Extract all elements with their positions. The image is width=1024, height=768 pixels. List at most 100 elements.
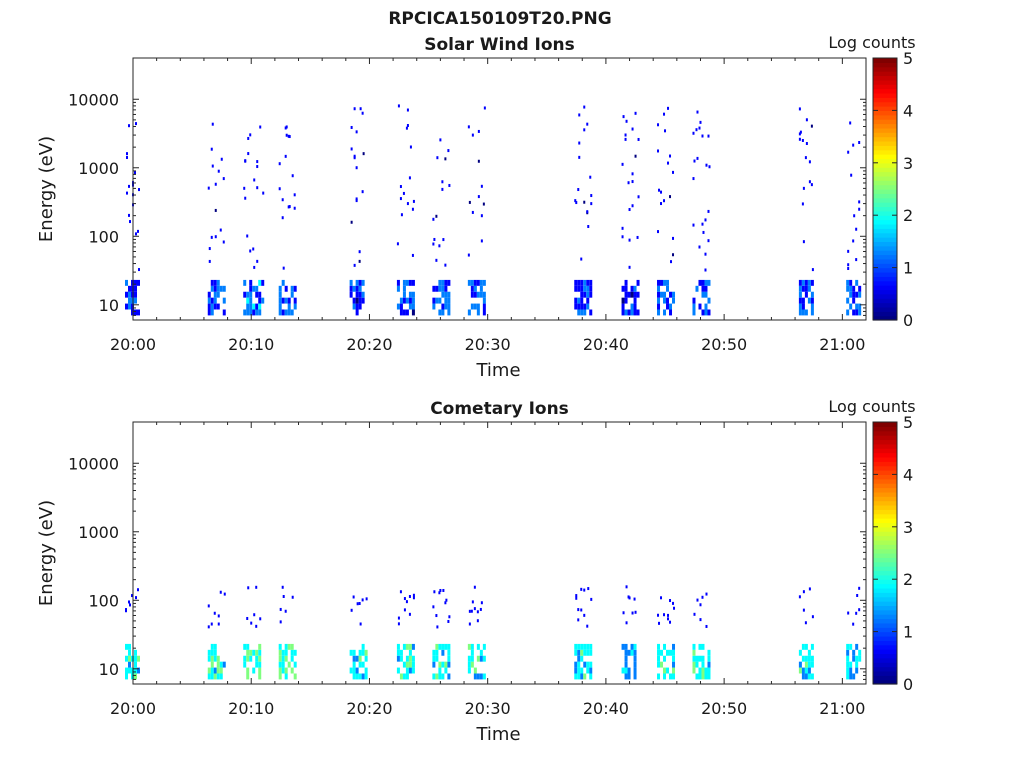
colorbar-segment <box>873 583 897 589</box>
data-cell <box>441 661 445 668</box>
data-cell <box>252 667 256 674</box>
data-cell <box>631 127 634 131</box>
data-cell <box>216 673 220 680</box>
data-cell <box>405 667 409 674</box>
data-cell <box>134 279 137 286</box>
data-cell <box>586 122 589 126</box>
colorbar-segment <box>873 97 897 103</box>
data-cell <box>411 655 415 662</box>
colorbar-segment <box>873 518 897 524</box>
data-cell <box>482 291 486 298</box>
data-cell <box>708 165 711 169</box>
data-cell <box>630 303 634 310</box>
data-cell <box>210 235 213 239</box>
data-cell <box>287 309 291 316</box>
data-cell <box>692 649 696 656</box>
data-cell <box>663 112 666 116</box>
data-cell <box>707 239 710 243</box>
data-cell <box>411 253 414 257</box>
data-cell <box>349 291 353 298</box>
data-cell <box>402 279 406 286</box>
data-cell <box>243 186 246 190</box>
data-cell <box>802 186 805 190</box>
data-cell <box>278 303 282 310</box>
data-cell <box>707 661 711 668</box>
data-cell <box>353 154 356 158</box>
colorbar-segment <box>873 184 897 190</box>
colorbar-segment <box>873 662 897 668</box>
data-cell <box>213 279 217 286</box>
data-cell <box>807 673 811 680</box>
data-cell <box>471 210 474 214</box>
data-cell <box>432 673 436 680</box>
data-cell <box>259 617 262 621</box>
data-cell <box>657 291 661 298</box>
data-cell <box>214 235 217 239</box>
data-cell <box>128 285 131 292</box>
colorbar-segment <box>873 62 897 68</box>
data-cell <box>577 618 580 622</box>
data-cell <box>244 159 247 163</box>
data-cell <box>798 309 802 316</box>
data-cell <box>207 649 211 656</box>
data-cell <box>666 649 670 656</box>
colorbar-tick-label: 2 <box>903 570 913 589</box>
data-cell <box>672 673 676 680</box>
colorbar-segment <box>873 596 897 602</box>
data-cell <box>468 609 471 613</box>
data-cell <box>352 595 355 599</box>
data-cell <box>624 673 628 680</box>
data-cell <box>350 147 353 151</box>
data-cell <box>479 279 483 286</box>
data-cell <box>805 142 808 146</box>
data-cell <box>436 156 439 160</box>
data-cell <box>293 303 297 310</box>
data-cell <box>355 673 359 680</box>
data-cell <box>847 611 850 615</box>
data-cell <box>409 145 412 149</box>
data-cell <box>672 170 675 174</box>
data-cell <box>624 667 628 674</box>
data-cell <box>125 643 128 650</box>
x-axis-label: Time <box>475 360 520 381</box>
data-cell <box>278 291 282 298</box>
data-cell <box>433 590 436 594</box>
data-cell <box>279 607 282 611</box>
data-cell <box>253 613 256 617</box>
colorbar-segment <box>873 175 897 181</box>
panel-1: Solar Wind Ions 20:00 20:10 20:20 20:30 20:40… <box>36 33 916 381</box>
data-cell <box>210 667 214 674</box>
data-cell <box>804 279 808 286</box>
data-cell <box>624 291 628 298</box>
colorbar-segment <box>873 443 897 449</box>
data-cell <box>622 611 625 615</box>
data-cell <box>853 214 856 218</box>
data-cell <box>660 596 663 600</box>
data-cell <box>442 588 445 592</box>
colorbar-segment <box>873 657 897 663</box>
colorbar-segment <box>873 206 897 212</box>
data-cell <box>704 673 708 680</box>
data-cell <box>219 285 223 292</box>
x-tick-label: 20:10 <box>228 699 274 718</box>
data-cell <box>577 673 581 680</box>
data-cell <box>408 303 412 310</box>
data-cell <box>433 237 436 241</box>
colorbar-segment <box>873 679 897 685</box>
data-cell <box>580 309 584 316</box>
data-cell <box>482 655 486 662</box>
data-cell <box>213 655 217 662</box>
colorbar-segment <box>873 180 897 186</box>
colorbar-segment <box>873 58 897 63</box>
data-cell <box>666 279 670 286</box>
data-cell <box>207 604 210 608</box>
data-cell <box>482 643 486 650</box>
data-cell <box>624 279 628 286</box>
data-cell <box>696 156 699 160</box>
data-cell <box>583 291 587 298</box>
data-cell <box>281 309 285 316</box>
data-cell <box>358 291 362 298</box>
data-cell <box>476 673 480 680</box>
data-cell <box>399 303 403 310</box>
data-cell <box>798 649 802 656</box>
